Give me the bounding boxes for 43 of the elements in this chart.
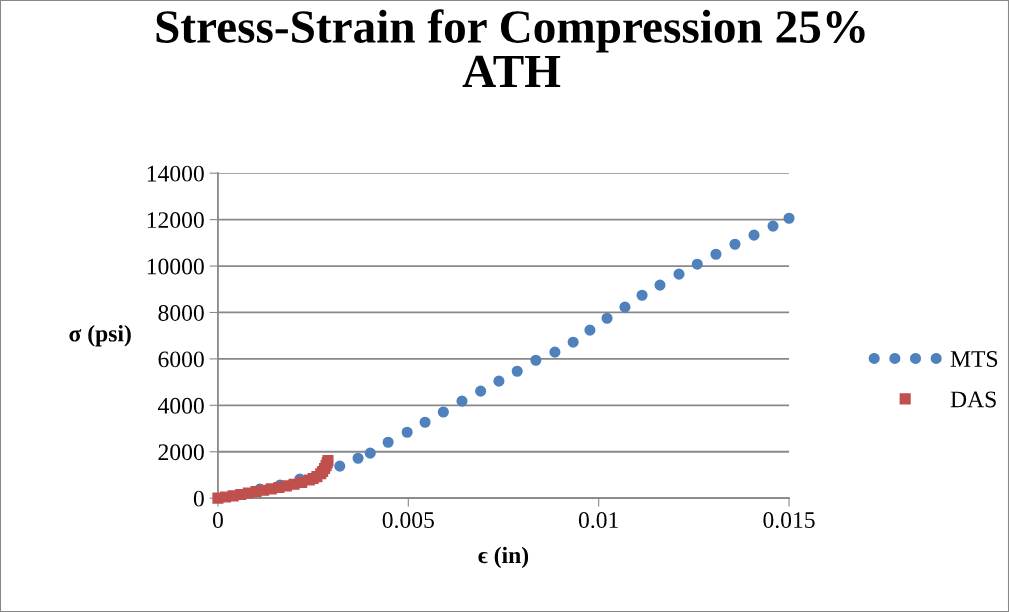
point: [673, 268, 685, 280]
y-tick-label: 4000: [157, 397, 204, 414]
point: [567, 336, 579, 348]
point: [456, 395, 468, 407]
point: [511, 365, 523, 377]
point: [401, 426, 413, 438]
x-tick-label: 0.01: [578, 512, 618, 529]
point: [767, 220, 779, 232]
legend-label: MTS: [950, 351, 998, 367]
chart-title: Stress-Strain for Compression 25% ATH: [156, 9, 865, 87]
point: [419, 416, 431, 428]
point: [334, 460, 346, 472]
y-tick-label: 2000: [158, 444, 204, 461]
point: [691, 258, 703, 270]
y-tick-label: 12000: [147, 212, 204, 229]
point: [710, 248, 722, 260]
y-tick-label: 10000: [147, 258, 204, 275]
point: [783, 212, 795, 224]
point: [636, 289, 648, 301]
point: [654, 279, 666, 291]
point: [475, 385, 487, 397]
x-axis-title: ϵ (in): [478, 546, 529, 569]
point: [619, 301, 631, 313]
legend-label: DAS: [950, 391, 996, 408]
point: [437, 406, 449, 418]
point: [729, 238, 741, 250]
x-tick-label: 0: [212, 512, 223, 528]
point: [530, 354, 542, 366]
point: [364, 447, 376, 459]
point: [584, 324, 596, 336]
point: [382, 436, 394, 448]
y-axis-title: σ (psi): [69, 324, 131, 347]
point: [549, 346, 561, 358]
y-tick-label: 0: [193, 490, 204, 507]
point: [748, 229, 760, 241]
y-tick-label: 8000: [158, 304, 204, 321]
y-tick-label: 14000: [147, 165, 204, 182]
x-tick-label: 0.005: [382, 512, 434, 529]
point: [493, 375, 505, 387]
y-tick-label: 6000: [158, 351, 204, 368]
point: [352, 452, 364, 464]
point: [601, 312, 613, 324]
x-tick-label: 0.015: [763, 512, 815, 529]
